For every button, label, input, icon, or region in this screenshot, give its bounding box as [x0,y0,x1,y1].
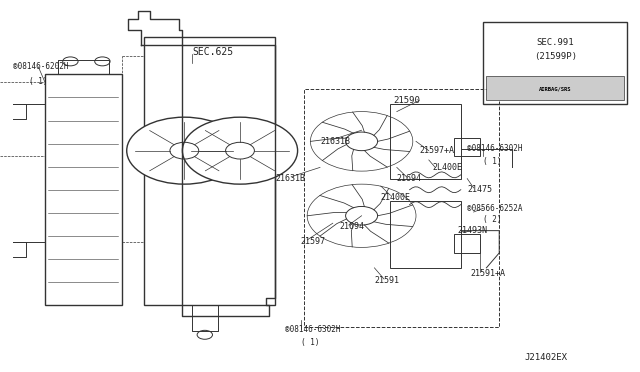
Text: (21599P): (21599P) [534,52,577,61]
Text: 21597+A: 21597+A [419,146,454,155]
Text: AIRBAG/SRS: AIRBAG/SRS [539,87,572,92]
Text: ( 1): ( 1) [301,338,319,347]
Bar [390,104,461,179]
Text: 21591+A: 21591+A [470,269,506,278]
Text: 21400E: 21400E [381,193,411,202]
Text: 21590: 21590 [394,96,420,105]
Text: 21631B: 21631B [320,137,350,146]
Text: J21402EX: J21402EX [525,353,568,362]
Text: 21631B: 21631B [275,174,305,183]
Text: ®08146-6302H: ®08146-6302H [467,144,523,153]
Text: ( 1): ( 1) [483,157,502,166]
Text: SEC.625: SEC.625 [192,47,233,57]
Text: 21591: 21591 [374,276,399,285]
Circle shape [346,206,378,225]
Text: ( 2): ( 2) [483,215,502,224]
Bar [454,234,480,253]
Text: 21475: 21475 [467,185,492,194]
Text: 21597: 21597 [301,237,326,246]
Bar [390,201,461,268]
Text: 2L400E: 2L400E [432,163,462,172]
Text: SEC.991: SEC.991 [536,38,574,47]
Text: ®08146-6302H: ®08146-6302H [285,325,340,334]
Circle shape [127,117,242,184]
Text: ®08146-6202H: ®08146-6202H [13,62,68,71]
Text: ®08566-6252A: ®08566-6252A [467,204,523,213]
Circle shape [182,117,298,184]
Bar [454,138,480,156]
Text: 21493N: 21493N [458,226,488,235]
Bar [144,37,275,305]
Text: ( 1): ( 1) [29,77,47,86]
Circle shape [346,132,378,151]
FancyBboxPatch shape [486,76,624,100]
Bar [45,74,122,305]
Text: 21694: 21694 [339,222,364,231]
Text: 21694: 21694 [397,174,422,183]
